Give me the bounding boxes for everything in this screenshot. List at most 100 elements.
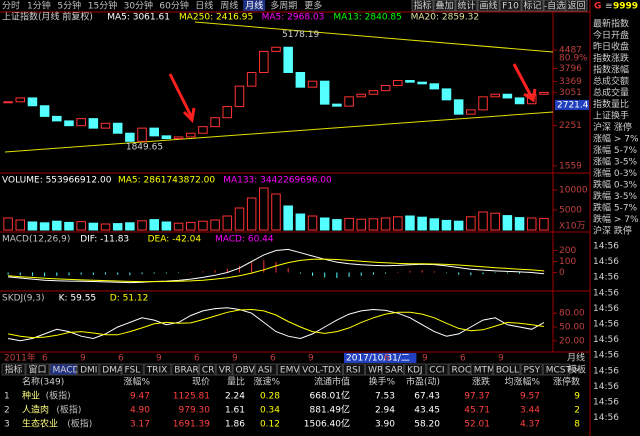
volume-bar: [514, 217, 525, 231]
indicator-tab[interactable]: [121, 363, 144, 376]
toolbar-button[interactable]: [565, 0, 588, 12]
indicator-tab[interactable]: [198, 363, 216, 376]
table-cell: 1.86: [225, 420, 245, 430]
toolbar-button[interactable]: [455, 0, 478, 12]
indicator-tab[interactable]: [404, 363, 427, 376]
indicator-tab[interactable]: [143, 363, 172, 376]
period-tab[interactable]: 15分钟: [88, 0, 117, 12]
indicator-tab[interactable]: [171, 363, 199, 376]
column-header[interactable]: 现价: [192, 377, 210, 388]
row-name[interactable]: 种业: [22, 390, 40, 402]
ma-legend: MA5: 3061.61: [107, 13, 170, 23]
volume-bar: [100, 223, 111, 231]
indicator-tab[interactable]: [448, 363, 471, 376]
indicator-tab[interactable]: [520, 363, 543, 376]
toolbar-button[interactable]: [433, 0, 456, 12]
sidebar-item: 指数量比: [593, 98, 629, 110]
row-name[interactable]: 人造肉: [22, 404, 49, 416]
volume-bar: [490, 212, 500, 231]
period-tab[interactable]: 更多: [304, 0, 322, 12]
indicator-legend: MACD: 60.44: [215, 235, 274, 245]
candle: [295, 71, 306, 88]
row-name[interactable]: 生态农业: [22, 418, 58, 430]
toolbar-button[interactable]: [477, 0, 500, 12]
indicator-tab[interactable]: [1, 363, 26, 376]
toolbar-button[interactable]: [499, 0, 522, 12]
table-cell: 881.49亿: [310, 404, 351, 416]
indicator-tab-label: TRIX: [146, 366, 168, 376]
indicator-tab[interactable]: [492, 363, 521, 376]
y-tick-label: 10000: [559, 186, 588, 196]
period-tab[interactable]: 月线: [245, 0, 263, 12]
menu[interactable]: ≡: [605, 2, 613, 12]
candle: [490, 93, 500, 98]
period-tab[interactable]: 多周期: [270, 0, 297, 12]
indicator-legend: MACD(12,26,9): [2, 235, 70, 245]
y-tick-label: 5000: [559, 206, 582, 216]
column-header[interactable]: 涨幅%: [123, 376, 150, 388]
indicator-tab[interactable]: [77, 363, 100, 376]
column-header[interactable]: 换手%: [368, 376, 395, 388]
indicator-tab[interactable]: [381, 363, 405, 376]
table-cell: 52.01: [464, 420, 490, 430]
indicator-tab-label: MTM: [474, 366, 495, 376]
indicator-tab[interactable]: [542, 363, 571, 376]
tab-more[interactable]: >: [573, 366, 581, 376]
column-header[interactable]: 流通市值: [314, 376, 350, 388]
period-tab[interactable]: 周线: [220, 0, 238, 12]
indicator-tab[interactable]: [276, 363, 300, 376]
table-cell: 3.17: [130, 420, 150, 430]
period-tab[interactable]: 1分钟: [27, 0, 51, 12]
indicator-tab[interactable]: [470, 363, 493, 376]
column-header[interactable]: 涨速%: [253, 377, 280, 388]
indicator-tab[interactable]: [426, 363, 449, 376]
volume-bar: [52, 220, 62, 231]
sidebar-item: 指数涨跌: [593, 52, 629, 64]
period-tab[interactable]: 日线: [195, 0, 213, 12]
sidebar-item: 今日开盘: [593, 29, 629, 41]
toolbar-button-label: 画线: [479, 0, 497, 12]
volume-bar: [502, 215, 513, 231]
column-header[interactable]: 量比: [227, 376, 245, 388]
sidebar-item: 昨日收盘: [593, 41, 629, 53]
high-label: 5178.19: [282, 30, 319, 40]
template-button[interactable]: 模板: [568, 364, 586, 376]
indicator-tab[interactable]: [49, 363, 78, 376]
sidebar-time: 14:56: [593, 242, 619, 252]
indicator-tab-label: MACD: [53, 366, 80, 376]
toolbar-button[interactable]: [411, 0, 434, 12]
volume-bar: [64, 221, 74, 231]
volume-bar: [283, 205, 293, 231]
candle: [52, 115, 62, 122]
indicator-tab[interactable]: [254, 363, 277, 376]
indicator-tab[interactable]: [99, 363, 122, 376]
table-cell: 1125.81: [173, 392, 210, 402]
sidebar-item: 上证换手: [593, 110, 629, 122]
indicator-tab[interactable]: [299, 363, 343, 376]
indicator-tab[interactable]: [365, 363, 382, 376]
column-header[interactable]: 涨跌: [472, 377, 490, 388]
indicator-tab[interactable]: [232, 363, 255, 376]
column-header[interactable]: 均涨幅%: [504, 376, 540, 388]
indicator-tab[interactable]: [342, 363, 366, 376]
indicator-tab[interactable]: [215, 363, 233, 376]
indicator-legend: D: 51.12: [110, 294, 149, 304]
volume-bar: [210, 219, 220, 231]
period-tab[interactable]: 分时: [2, 0, 20, 12]
volume-bar: [271, 193, 281, 231]
volume-bar: [15, 219, 26, 231]
period-tab[interactable]: 60分钟: [159, 0, 188, 12]
candle: [332, 103, 342, 107]
indicator-tab-label: SAR: [385, 366, 403, 376]
toolbar-button[interactable]: [521, 0, 544, 12]
candle: [344, 96, 354, 107]
column-header[interactable]: 市盈(动): [406, 376, 440, 388]
period-tab[interactable]: 30分钟: [124, 0, 153, 12]
column-header[interactable]: 涨停数: [553, 376, 580, 388]
sidebar-item: 总成交额: [593, 75, 629, 87]
toolbar-button[interactable]: [543, 0, 566, 12]
column-header[interactable]: 名称(349): [22, 376, 64, 388]
period-tab[interactable]: 5分钟: [57, 0, 81, 12]
indicator-tab[interactable]: [25, 363, 50, 376]
sidebar-time: 14:56: [593, 413, 619, 423]
